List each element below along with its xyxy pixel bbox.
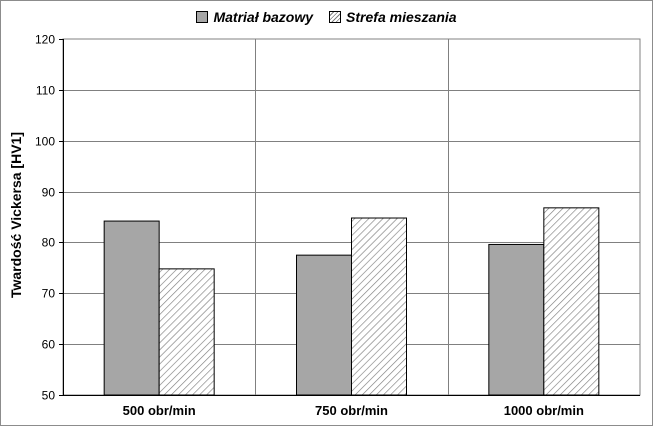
- y-tick-label: 80: [42, 236, 56, 250]
- y-tick-label: 70: [42, 287, 56, 301]
- legend: Matriał bazowy Strefa mieszania: [0, 7, 653, 27]
- bar-mixing-zone: [543, 207, 600, 396]
- x-tick-label: 1000 obr/min: [504, 403, 584, 418]
- y-tick-label: 110: [36, 84, 55, 98]
- legend-swatch-mixing: [329, 11, 342, 23]
- bar-base-material: [103, 220, 160, 396]
- x-tick-label: 500 obr/min: [123, 403, 196, 418]
- bar-base-material: [488, 243, 545, 396]
- y-tick-label: 50: [42, 389, 56, 403]
- y-tick-label: 100: [35, 135, 55, 149]
- bar-base-material: [296, 254, 352, 396]
- legend-item-mixing: Strefa mieszania: [329, 9, 457, 25]
- x-tick-label: 750 obr/min: [315, 403, 388, 418]
- legend-label-base: Matriał bazowy: [213, 9, 314, 25]
- y-tick-label: 120: [35, 33, 55, 47]
- y-tick-label: 60: [42, 338, 56, 352]
- bar-mixing-zone: [158, 268, 215, 396]
- legend-item-base: Matriał bazowy: [196, 9, 313, 25]
- bar-mixing-zone: [351, 217, 407, 396]
- legend-swatch-base: [196, 11, 209, 23]
- y-tick-label: 90: [42, 186, 56, 200]
- legend-label-mixing: Strefa mieszania: [346, 9, 457, 25]
